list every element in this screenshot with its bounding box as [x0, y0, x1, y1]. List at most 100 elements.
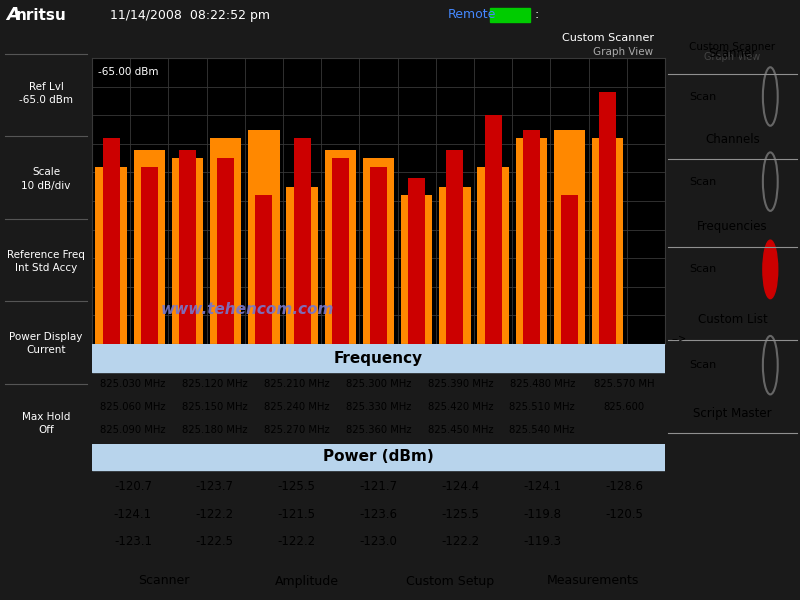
- Text: -119.3: -119.3: [523, 535, 562, 548]
- Text: :: :: [534, 8, 538, 22]
- Bar: [408, 178, 425, 344]
- Text: -123.0: -123.0: [359, 535, 398, 548]
- Text: Scale
10 dB/div: Scale 10 dB/div: [22, 167, 70, 191]
- Bar: [92, 344, 665, 372]
- Polygon shape: [649, 253, 665, 286]
- Text: 825.360 MHz: 825.360 MHz: [346, 425, 411, 435]
- Text: Scanner: Scanner: [708, 47, 757, 61]
- Text: 825.240 MHz: 825.240 MHz: [264, 402, 330, 412]
- Bar: [485, 115, 502, 344]
- Text: Ref Lvl
-65.0 dBm: Ref Lvl -65.0 dBm: [19, 82, 73, 106]
- Text: Channels: Channels: [705, 133, 760, 146]
- Text: Frequencies: Frequencies: [697, 220, 768, 233]
- Text: Custom List: Custom List: [698, 313, 767, 326]
- Text: -121.5: -121.5: [278, 508, 316, 521]
- Text: -120.5: -120.5: [605, 508, 643, 521]
- Text: 825.270 MHz: 825.270 MHz: [264, 425, 330, 435]
- Bar: [554, 130, 585, 344]
- Bar: [401, 195, 432, 344]
- Bar: [255, 195, 272, 344]
- Text: 825.600: 825.600: [603, 402, 645, 412]
- Text: -125.5: -125.5: [442, 508, 479, 521]
- Text: 825.060 MHz: 825.060 MHz: [100, 402, 166, 412]
- Text: Power Display
Current: Power Display Current: [10, 332, 82, 355]
- Bar: [95, 167, 126, 344]
- Bar: [294, 138, 310, 344]
- Bar: [134, 149, 165, 344]
- Bar: [141, 167, 158, 344]
- Text: Remote: Remote: [448, 8, 496, 22]
- Text: Scanner: Scanner: [138, 575, 190, 587]
- Circle shape: [763, 240, 778, 299]
- Bar: [102, 138, 119, 344]
- Text: Scan: Scan: [689, 176, 717, 187]
- Text: -121.7: -121.7: [359, 480, 398, 493]
- Text: Custom Setup: Custom Setup: [406, 575, 494, 587]
- Bar: [592, 138, 623, 344]
- Bar: [218, 158, 234, 344]
- Text: -124.1: -124.1: [523, 480, 562, 493]
- Bar: [370, 167, 387, 344]
- Text: Scan: Scan: [689, 265, 717, 274]
- Text: -122.5: -122.5: [196, 535, 234, 548]
- Text: -124.1: -124.1: [114, 508, 152, 521]
- Text: Scan: Scan: [689, 91, 717, 101]
- Text: Frequency: Frequency: [334, 350, 423, 365]
- Text: 825.540 MHz: 825.540 MHz: [510, 425, 575, 435]
- Text: -122.2: -122.2: [196, 508, 234, 521]
- Text: -128.6: -128.6: [605, 480, 643, 493]
- Bar: [179, 149, 196, 344]
- Text: 825.120 MHz: 825.120 MHz: [182, 379, 247, 389]
- Text: -65.00 dBm: -65.00 dBm: [98, 67, 158, 77]
- Text: -120.7: -120.7: [114, 480, 152, 493]
- Text: -->: -->: [672, 334, 687, 344]
- Text: A: A: [6, 6, 20, 24]
- Bar: [478, 167, 509, 344]
- Bar: [599, 92, 616, 344]
- Text: 825.450 MHz: 825.450 MHz: [428, 425, 493, 435]
- Text: Amplitude: Amplitude: [275, 575, 339, 587]
- Text: -123.7: -123.7: [196, 480, 234, 493]
- Text: Script Master: Script Master: [693, 407, 772, 419]
- Bar: [516, 138, 547, 344]
- Bar: [210, 138, 242, 344]
- Bar: [490, 8, 530, 22]
- Text: 825.330 MHz: 825.330 MHz: [346, 402, 411, 412]
- Bar: [286, 187, 318, 344]
- Text: -123.6: -123.6: [359, 508, 398, 521]
- Bar: [561, 195, 578, 344]
- Text: 825.180 MHz: 825.180 MHz: [182, 425, 247, 435]
- Text: nritsu: nritsu: [16, 7, 66, 22]
- Text: -123.1: -123.1: [114, 535, 152, 548]
- Text: 825.480 MHz: 825.480 MHz: [510, 379, 575, 389]
- Text: Custom Scanner: Custom Scanner: [562, 34, 654, 43]
- Text: 825.510 MHz: 825.510 MHz: [510, 402, 575, 412]
- Text: Power (dBm): Power (dBm): [323, 449, 434, 464]
- Bar: [325, 149, 356, 344]
- Bar: [92, 444, 665, 470]
- Text: 825.210 MHz: 825.210 MHz: [264, 379, 330, 389]
- Text: -122.2: -122.2: [442, 535, 479, 548]
- Text: 11/14/2008  08:22:52 pm: 11/14/2008 08:22:52 pm: [110, 8, 270, 22]
- Text: -119.8: -119.8: [523, 508, 562, 521]
- Bar: [172, 158, 203, 344]
- Text: Custom Scanner: Custom Scanner: [690, 42, 775, 52]
- Text: 825.090 MHz: 825.090 MHz: [100, 425, 166, 435]
- Bar: [446, 149, 463, 344]
- Text: Graph View: Graph View: [704, 52, 761, 62]
- Text: 825.390 MHz: 825.390 MHz: [428, 379, 493, 389]
- Text: Graph View: Graph View: [594, 47, 654, 58]
- Text: 825.030 MHz: 825.030 MHz: [100, 379, 166, 389]
- Text: Scan: Scan: [689, 360, 717, 370]
- Text: -125.5: -125.5: [278, 480, 315, 493]
- Text: -122.2: -122.2: [278, 535, 316, 548]
- Bar: [523, 130, 540, 344]
- Text: 825.150 MHz: 825.150 MHz: [182, 402, 247, 412]
- Text: www.tehencom.com: www.tehencom.com: [161, 302, 334, 317]
- Text: -124.4: -124.4: [442, 480, 479, 493]
- Text: Max Hold
Off: Max Hold Off: [22, 412, 70, 435]
- Bar: [363, 158, 394, 344]
- Bar: [332, 158, 349, 344]
- Text: 825.570 MH: 825.570 MH: [594, 379, 654, 389]
- Bar: [248, 130, 279, 344]
